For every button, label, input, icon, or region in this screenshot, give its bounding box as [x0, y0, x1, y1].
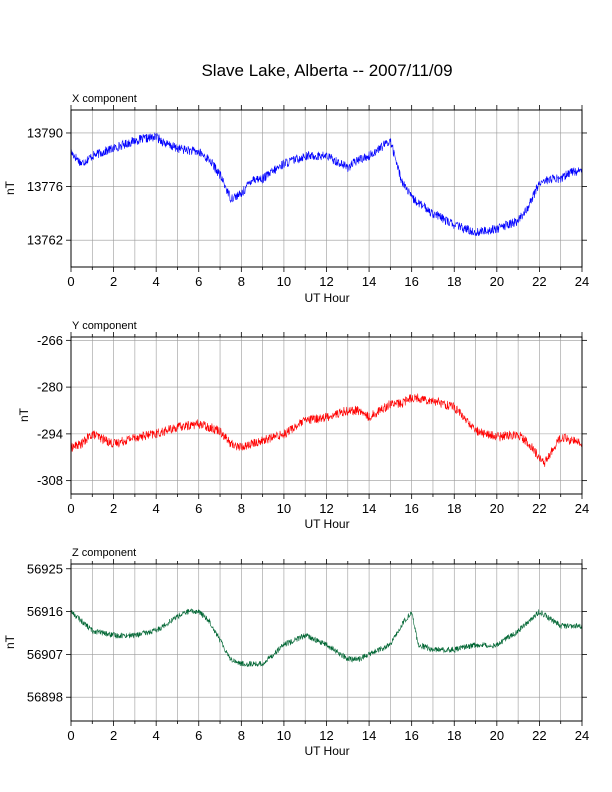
x-tick-label: 14 [362, 728, 376, 743]
x-tick-label: 10 [277, 274, 291, 289]
panel-y-component: Y component nT UT Hour 0 2 4 6 8 10 12 14 16 18 20… [17, 320, 589, 531]
y-axis-label-z: nT [3, 634, 17, 649]
panel-z-component: Z component nT UT Hour 0 2 4 6 8 10 12 14 16 18 20… [3, 547, 589, 758]
x-tick-label: 24 [575, 501, 589, 516]
y-tick-label: -308 [37, 473, 63, 488]
series-line-y [70, 393, 583, 467]
y-tick-label: 13762 [27, 233, 63, 248]
panel-label-z: Z component [72, 547, 136, 559]
y-tick-label: 56916 [27, 604, 63, 619]
y-axis-label-x: nT [3, 180, 17, 195]
x-tick-label: 24 [575, 274, 589, 289]
x-tick-label: 12 [319, 501, 333, 516]
panel-label-x: X component [72, 93, 137, 105]
x-tick-label: 8 [238, 274, 245, 289]
y-axis-label-y: nT [17, 407, 31, 422]
x-tick-label: 0 [67, 274, 74, 289]
x-tick-label: 16 [404, 501, 418, 516]
x-tick-label: 8 [238, 728, 245, 743]
x-tick-label: 24 [575, 728, 589, 743]
x-tick-label: 18 [447, 274, 461, 289]
figure-title: Slave Lake, Alberta -- 2007/11/09 [201, 61, 452, 80]
x-tick-label: 8 [238, 501, 245, 516]
x-tick-label: 20 [490, 501, 504, 516]
series-line-z [70, 608, 583, 668]
x-tick-label: 6 [195, 728, 202, 743]
y-tick-label: 13776 [27, 179, 63, 194]
x-tick-label: 0 [67, 728, 74, 743]
series-line-x [70, 132, 583, 237]
x-tick-label: 22 [532, 274, 546, 289]
x-tick-label: 22 [532, 501, 546, 516]
x-tick-label: 14 [362, 501, 376, 516]
x-tick-label: 12 [319, 728, 333, 743]
y-tick-label: -294 [37, 426, 63, 441]
x-tick-label: 0 [67, 501, 74, 516]
panel-label-y: Y component [72, 320, 137, 332]
y-tick-label: 56925 [27, 561, 63, 576]
x-tick-label: 22 [532, 728, 546, 743]
x-tick-label: 4 [153, 501, 160, 516]
y-tick-label: 56898 [27, 690, 63, 705]
x-tick-label: 16 [404, 274, 418, 289]
x-tick-label: 6 [195, 501, 202, 516]
x-axis-label-y: UT Hour [304, 517, 349, 531]
y-tick-label: -280 [37, 380, 63, 395]
x-tick-label: 6 [195, 274, 202, 289]
x-tick-label: 10 [277, 501, 291, 516]
x-tick-label: 10 [277, 728, 291, 743]
x-tick-label: 2 [110, 728, 117, 743]
x-tick-label: 4 [153, 728, 160, 743]
x-tick-label: 16 [404, 728, 418, 743]
x-tick-label: 2 [110, 274, 117, 289]
y-tick-label: 13790 [27, 125, 63, 140]
x-axis-label-x: UT Hour [304, 291, 349, 305]
x-tick-label: 18 [447, 501, 461, 516]
x-tick-label: 20 [490, 274, 504, 289]
x-tick-label: 4 [153, 274, 160, 289]
panel-x-component: X component nT UT Hour 0 2 4 6 8 10 12 14 16 18 20… [3, 93, 589, 305]
x-axis-label-z: UT Hour [304, 744, 349, 758]
x-tick-label: 12 [319, 274, 333, 289]
x-tick-label: 18 [447, 728, 461, 743]
x-tick-label: 2 [110, 501, 117, 516]
x-tick-label: 14 [362, 274, 376, 289]
y-tick-label: 56907 [27, 647, 63, 662]
x-tick-label: 20 [490, 728, 504, 743]
y-tick-label: -266 [37, 333, 63, 348]
